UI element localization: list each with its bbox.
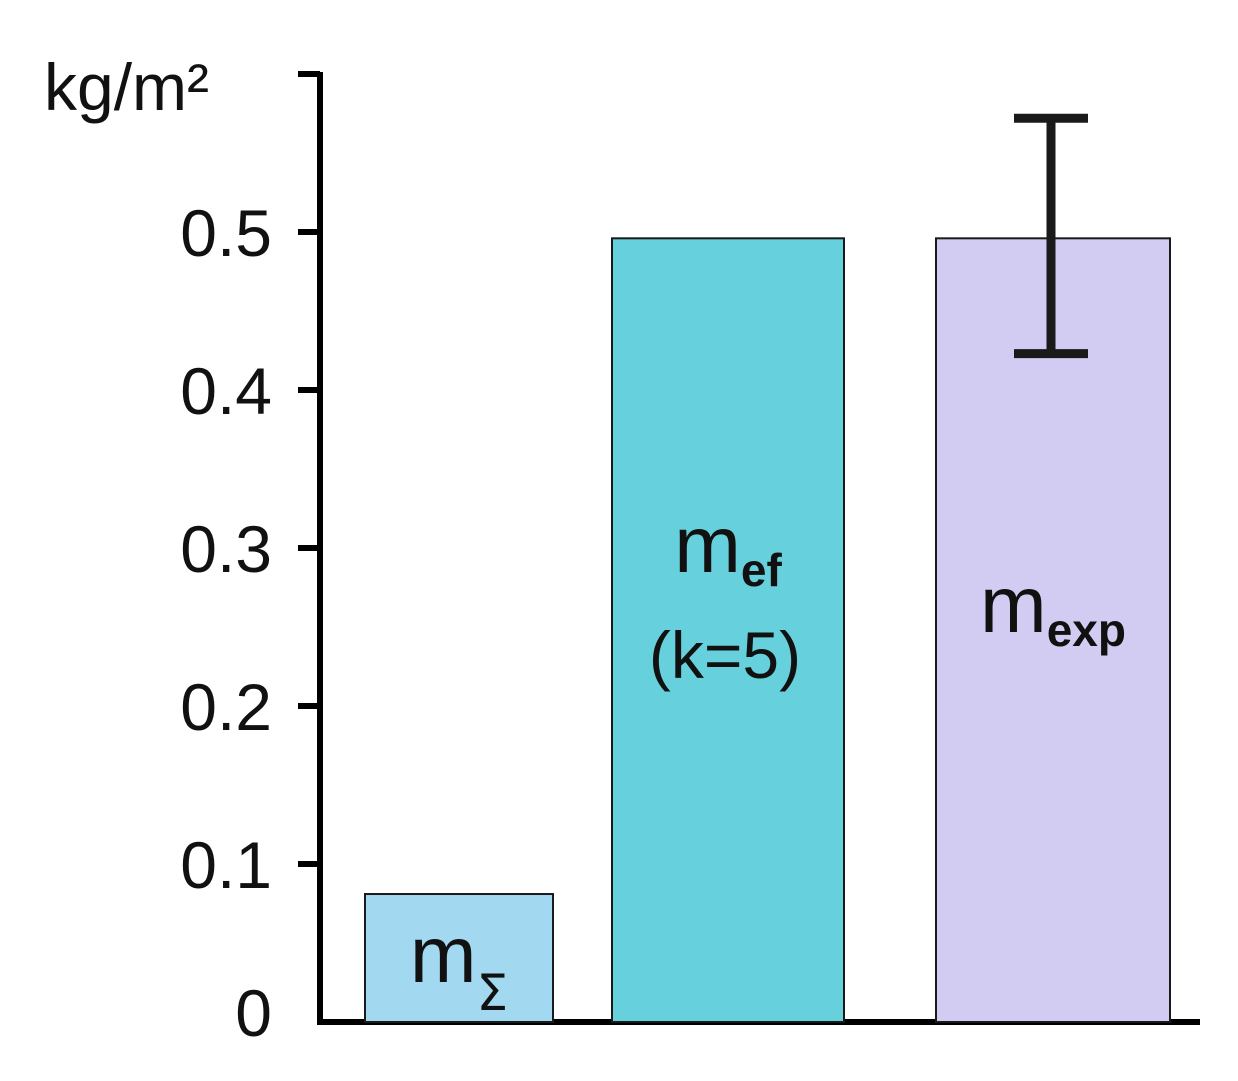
bar-label-subscript: Σ (477, 964, 509, 1022)
y-tick-label: 0 (235, 976, 272, 1050)
y-tick-label: 0.5 (180, 196, 272, 270)
bar-label-subscript: exp (1047, 604, 1126, 656)
bar-label: mexp (980, 560, 1126, 656)
bars (364, 237, 1171, 1024)
bar-label: mef (674, 500, 782, 596)
bar-label-line2: (k=5) (649, 618, 801, 692)
y-tick-label: 0.2 (180, 670, 272, 744)
bar (935, 237, 1171, 1023)
y-tick-label: 0.1 (180, 828, 272, 902)
y-axis-unit-label: kg/m² (44, 50, 209, 124)
error-bars (1014, 113, 1088, 359)
bar-label-main: m (980, 560, 1047, 649)
bar (364, 893, 554, 1024)
bar (611, 237, 845, 1023)
y-tick-label: 0.3 (180, 512, 272, 586)
bar-label-main: m (674, 500, 741, 589)
bar-label-subscript: ef (741, 544, 783, 596)
bar-label-main: m (410, 910, 477, 999)
bar-label: mΣ (410, 910, 508, 1022)
y-axis-ticks: 0 0.1 0.2 0.3 0.4 0.5 (180, 71, 320, 1050)
y-tick-label: 0.4 (180, 354, 272, 428)
